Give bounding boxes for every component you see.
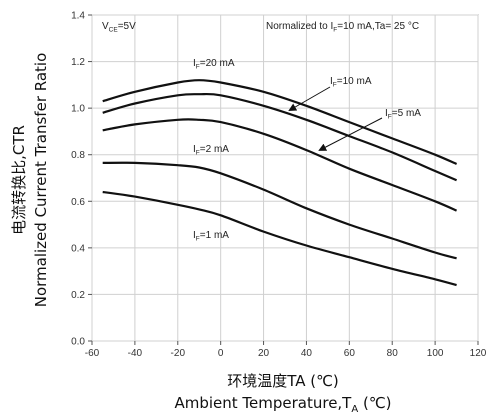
y-axis-title: 电流转换比,CTR Normalized Current Transfer Ra… <box>10 53 50 308</box>
x-tick-label: 100 <box>427 348 444 359</box>
x-tick-label: -40 <box>128 348 143 359</box>
y-tick-label: 1.0 <box>71 104 85 115</box>
series-line-1 <box>102 92 458 182</box>
axes: -60 -40 -20 0 20 40 60 80 100 120 0.0 0.2 0.4 0.6 0.8 1… <box>71 11 487 360</box>
series-label-arrow-2 <box>318 117 383 151</box>
series-label-0: IF=20 mA <box>193 58 235 71</box>
x-tick-label: 80 <box>387 348 399 359</box>
y-tick-label: 0.4 <box>71 243 85 254</box>
y-tick-label: 0.2 <box>71 290 85 301</box>
series-line-3 <box>102 161 457 260</box>
series-line-4 <box>102 190 457 287</box>
x-tick-label: 0 <box>218 348 224 359</box>
annotations: VCE=5V Normalized to IF=10 mA,Ta= 25 °C … <box>102 21 421 243</box>
y-tick-label: 1.4 <box>71 11 85 22</box>
series-line-2 <box>102 118 458 212</box>
y-tick-label: 0.0 <box>71 337 85 348</box>
y-tick-label: 0.6 <box>71 197 85 208</box>
x-axis-title-cn: 环境温度TA (℃) <box>227 372 339 390</box>
grid <box>91 14 479 342</box>
vce-note: VCE=5V <box>102 21 136 34</box>
series-label-arrow-1 <box>288 86 331 111</box>
x-axis-title: 环境温度TA (℃) Ambient Temperature,TA (℃) <box>174 372 391 415</box>
series-label-4: IF=1 mA <box>193 230 229 243</box>
series-label-2: IF=5 mA <box>385 108 421 121</box>
x-tick-label: -20 <box>171 348 186 359</box>
x-tick-label: 120 <box>470 348 487 359</box>
y-tick-label: 1.2 <box>71 57 85 68</box>
y-axis-title-cn: 电流转换比,CTR <box>10 125 28 235</box>
x-axis-title-en: Ambient Temperature,TA (℃) <box>174 394 391 415</box>
series-line-0 <box>102 79 458 166</box>
plot-area <box>91 14 479 342</box>
x-tick-label: -60 <box>85 348 100 359</box>
x-tick-label: 20 <box>258 348 270 359</box>
y-axis-title-en: Normalized Current Transfer Ratio <box>32 53 50 308</box>
x-tick-label: 40 <box>301 348 313 359</box>
series <box>102 79 458 287</box>
x-tick-label: 60 <box>344 348 356 359</box>
y-tick-label: 0.8 <box>71 150 85 161</box>
series-label-3: IF=2 mA <box>193 144 229 157</box>
series-label-1: IF=10 mA <box>330 76 372 89</box>
normalization-note: Normalized to IF=10 mA,Ta= 25 °C <box>266 21 419 34</box>
